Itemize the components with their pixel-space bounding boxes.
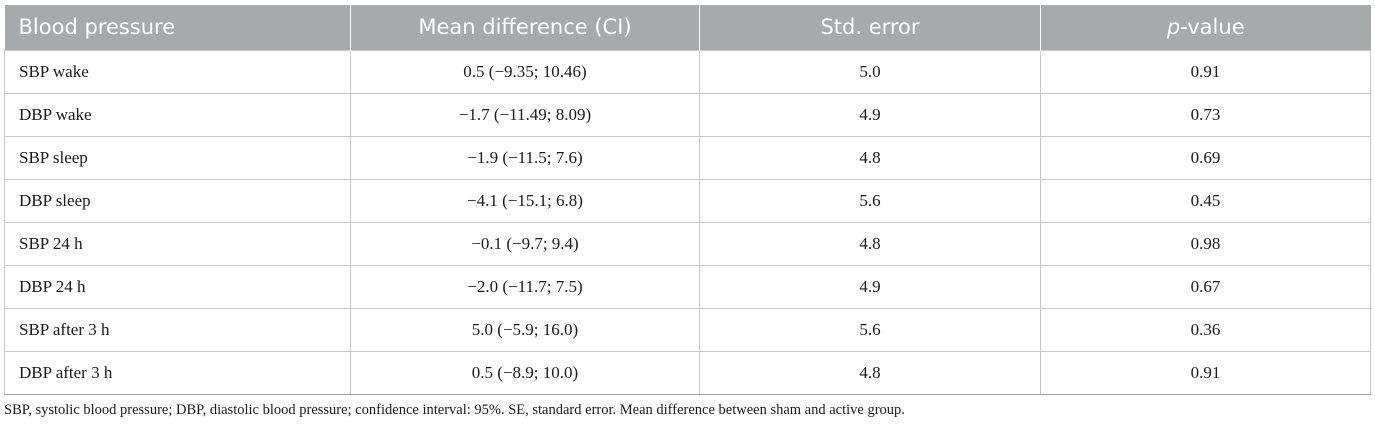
cell-measure: DBP wake bbox=[4, 92, 351, 137]
cell-mean-difference: −0.1 (−9.7; 9.4) bbox=[350, 221, 700, 266]
cell-mean-difference: 0.5 (−8.9; 10.0) bbox=[350, 350, 700, 395]
cell-p-value: 0.45 bbox=[1040, 178, 1371, 223]
table-row: DBP wake −1.7 (−11.49; 8.09) 4.9 0.73 bbox=[4, 92, 1371, 137]
table-row: SBP 24 h −0.1 (−9.7; 9.4) 4.8 0.98 bbox=[4, 221, 1371, 266]
cell-measure: DBP sleep bbox=[4, 178, 351, 223]
cell-measure: SBP after 3 h bbox=[4, 307, 351, 352]
cell-std-error: 4.9 bbox=[699, 92, 1041, 137]
table-header: Blood pressure Mean difference (CI) Std.… bbox=[4, 5, 1371, 50]
cell-mean-difference: 0.5 (−9.35; 10.46) bbox=[350, 49, 700, 94]
results-table-container: Blood pressure Mean difference (CI) Std.… bbox=[4, 5, 1371, 395]
header-mean-difference: Mean difference (CI) bbox=[350, 5, 700, 50]
cell-p-value: 0.98 bbox=[1040, 221, 1371, 266]
cell-p-value: 0.91 bbox=[1040, 49, 1371, 94]
cell-measure: DBP after 3 h bbox=[4, 350, 351, 395]
table-row: DBP after 3 h 0.5 (−8.9; 10.0) 4.8 0.91 bbox=[4, 350, 1371, 395]
table-footnote: SBP, systolic blood pressure; DBP, diast… bbox=[4, 402, 905, 418]
cell-std-error: 4.8 bbox=[699, 350, 1041, 395]
cell-p-value: 0.91 bbox=[1040, 350, 1371, 395]
table-row: DBP 24 h −2.0 (−11.7; 7.5) 4.9 0.67 bbox=[4, 264, 1371, 309]
cell-measure: SBP sleep bbox=[4, 135, 351, 180]
cell-p-value: 0.69 bbox=[1040, 135, 1371, 180]
cell-measure: DBP 24 h bbox=[4, 264, 351, 309]
cell-std-error: 4.8 bbox=[699, 135, 1041, 180]
blood-pressure-table: Blood pressure Mean difference (CI) Std.… bbox=[4, 5, 1371, 395]
cell-std-error: 4.8 bbox=[699, 221, 1041, 266]
header-p-value: p-value bbox=[1040, 5, 1371, 50]
table-row: SBP sleep −1.9 (−11.5; 7.6) 4.8 0.69 bbox=[4, 135, 1371, 180]
header-p-suffix: -value bbox=[1180, 15, 1245, 40]
cell-mean-difference: 5.0 (−5.9; 16.0) bbox=[350, 307, 700, 352]
cell-std-error: 4.9 bbox=[699, 264, 1041, 309]
table-body: SBP wake 0.5 (−9.35; 10.46) 5.0 0.91 DBP… bbox=[4, 49, 1371, 395]
table-row: DBP sleep −4.1 (−15.1; 6.8) 5.6 0.45 bbox=[4, 178, 1371, 223]
cell-p-value: 0.67 bbox=[1040, 264, 1371, 309]
header-std-error: Std. error bbox=[699, 5, 1041, 50]
cell-mean-difference: −1.9 (−11.5; 7.6) bbox=[350, 135, 700, 180]
cell-mean-difference: −4.1 (−15.1; 6.8) bbox=[350, 178, 700, 223]
header-row: Blood pressure Mean difference (CI) Std.… bbox=[4, 5, 1371, 50]
cell-mean-difference: −2.0 (−11.7; 7.5) bbox=[350, 264, 700, 309]
cell-p-value: 0.73 bbox=[1040, 92, 1371, 137]
table-row: SBP wake 0.5 (−9.35; 10.46) 5.0 0.91 bbox=[4, 49, 1371, 94]
cell-mean-difference: −1.7 (−11.49; 8.09) bbox=[350, 92, 700, 137]
cell-measure: SBP wake bbox=[4, 49, 351, 94]
cell-std-error: 5.6 bbox=[699, 307, 1041, 352]
cell-std-error: 5.6 bbox=[699, 178, 1041, 223]
table-row: SBP after 3 h 5.0 (−5.9; 16.0) 5.6 0.36 bbox=[4, 307, 1371, 352]
cell-p-value: 0.36 bbox=[1040, 307, 1371, 352]
header-p-letter: p bbox=[1166, 15, 1181, 40]
cell-std-error: 5.0 bbox=[699, 49, 1041, 94]
header-blood-pressure: Blood pressure bbox=[18, 15, 176, 40]
cell-measure: SBP 24 h bbox=[4, 221, 351, 266]
